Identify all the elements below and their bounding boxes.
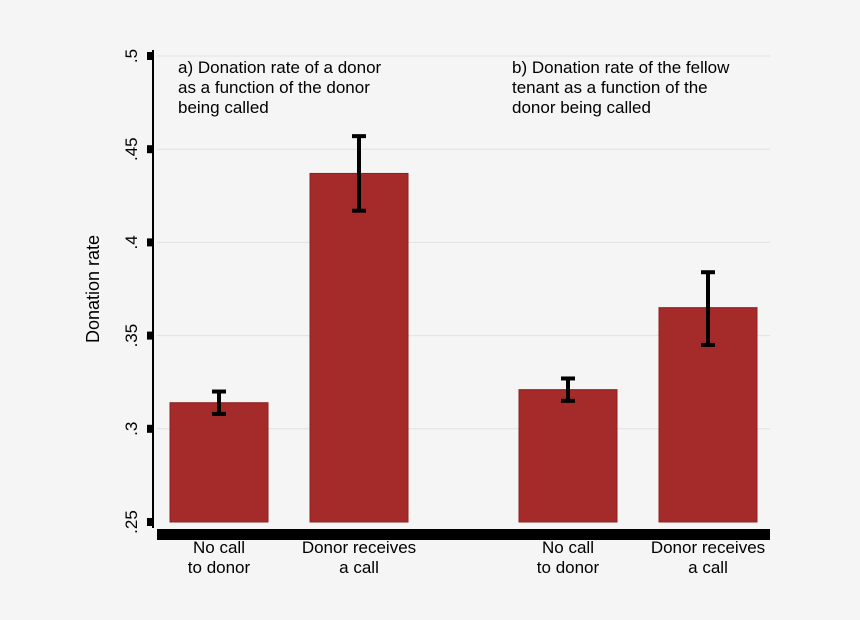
y-tick — [147, 238, 154, 247]
x-tick-label: Donor receives — [302, 538, 416, 557]
x-tick-label: No call — [193, 538, 245, 557]
x-tick-label: No call — [542, 538, 594, 557]
y-tick-label: .5 — [122, 49, 141, 63]
y-tick-label: .25 — [122, 510, 141, 534]
panel-title: being called — [178, 98, 269, 117]
x-tick-label: to donor — [537, 558, 600, 577]
y-tick — [147, 518, 154, 526]
x-tick-label: to donor — [188, 558, 251, 577]
y-tick — [147, 52, 154, 60]
bar — [169, 402, 269, 523]
panel-title: donor being called — [512, 98, 651, 117]
y-tick — [147, 331, 154, 340]
bars — [169, 172, 758, 523]
x-axis-line — [157, 529, 770, 540]
x-tick-label: a call — [339, 558, 379, 577]
y-tick-label: .4 — [122, 235, 141, 249]
bar — [518, 389, 618, 523]
panel-title: tenant as a function of the — [512, 78, 708, 97]
y-tick-label: .45 — [122, 137, 141, 161]
y-tick-label: .3 — [122, 422, 141, 436]
y-axis-title: Donation rate — [83, 235, 103, 343]
panel-title: a) Donation rate of a donor — [178, 58, 382, 77]
error-bars — [212, 134, 715, 416]
y-tick — [147, 424, 154, 433]
x-tick-label: Donor receives — [651, 538, 765, 557]
axes — [147, 50, 770, 540]
panel-title: as a function of the donor — [178, 78, 370, 97]
panel-title: b) Donation rate of the fellow — [512, 58, 730, 77]
x-tick-label: a call — [688, 558, 728, 577]
bar — [309, 172, 409, 523]
bar — [658, 307, 758, 523]
y-tick-label: .35 — [122, 324, 141, 348]
y-tick — [147, 145, 154, 154]
